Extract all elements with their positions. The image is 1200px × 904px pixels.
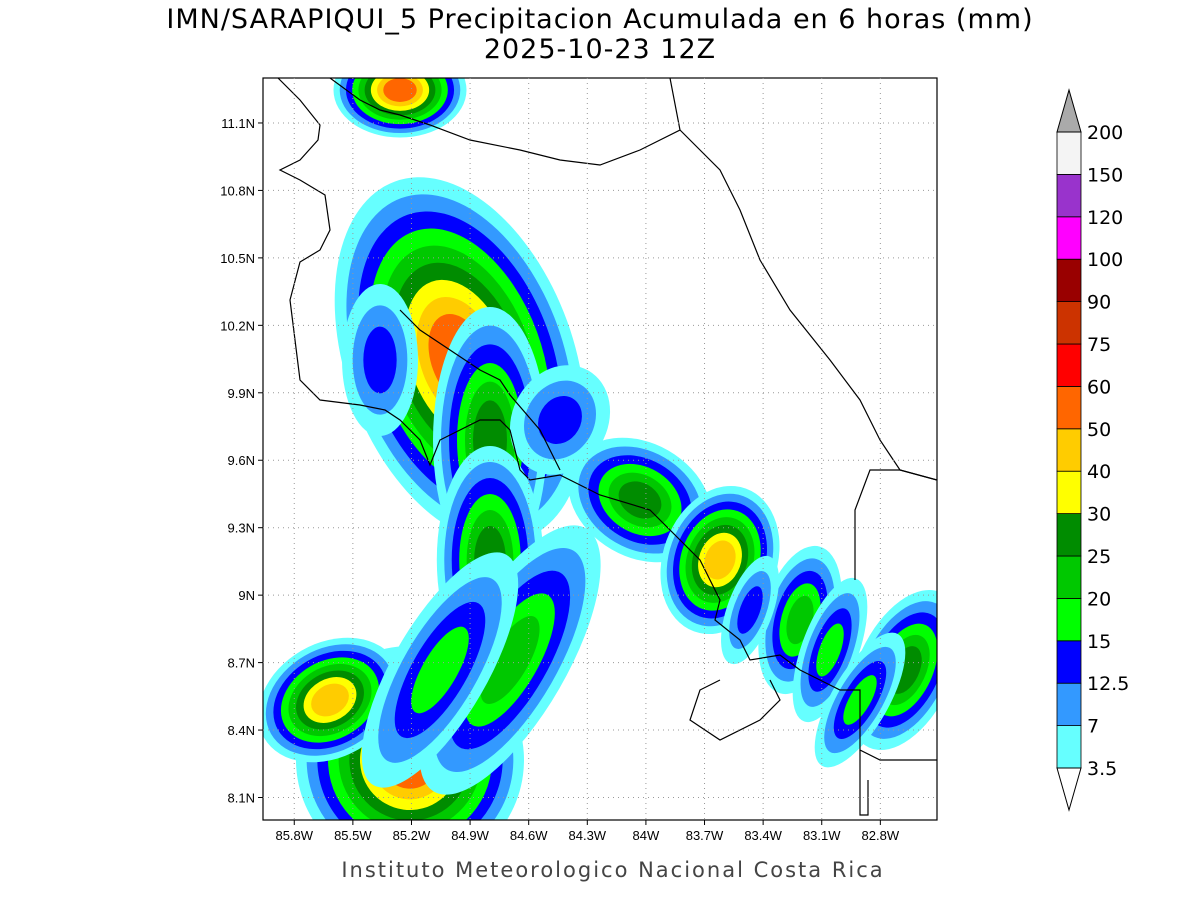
colorbar-segment [1056, 385, 1082, 430]
colorbar-label: 30 [1087, 504, 1111, 526]
colorbar-segment [1056, 513, 1082, 557]
colorbar-label: 75 [1087, 334, 1111, 356]
colorbar-segment [1056, 598, 1082, 642]
y-tick-label: 11.1N [221, 116, 255, 131]
colorbar-label: 15 [1087, 631, 1111, 653]
precip-contour [383, 78, 417, 102]
colorbar-segment [1056, 470, 1082, 515]
colorbar-segment [1056, 258, 1082, 303]
y-tick-label: 9.6N [228, 453, 255, 468]
colorbar-below [1056, 767, 1082, 812]
footer: Instituto Meteorologico Nacional Costa R… [341, 858, 884, 882]
colorbar-label: 7 [1087, 716, 1099, 738]
colorbar-segment [1056, 640, 1082, 684]
precip-contour [737, 586, 763, 634]
title: IMN/SARAPIQUI_5 Precipitacion Acumulada … [166, 4, 1033, 35]
x-tick-label: 84.9W [451, 828, 489, 843]
colorbar-label: 200 [1087, 122, 1123, 144]
colorbar-label: 3.5 [1087, 758, 1117, 780]
colorbar-label: 150 [1087, 164, 1123, 186]
precip-contour [618, 481, 662, 519]
colorbar-segment [1056, 343, 1082, 387]
precip-contour [816, 623, 844, 677]
coastlines [277, 78, 937, 816]
colorbar-label: 40 [1087, 461, 1111, 483]
colorbar-segment [1056, 428, 1082, 472]
x-tick-label: 83.7W [686, 828, 724, 843]
colorbar-label: 120 [1087, 207, 1123, 229]
y-tick-label: 9N [238, 588, 255, 603]
colorbar-segment [1056, 216, 1082, 260]
x-tick-label: 84W [633, 828, 660, 843]
y-tick-label: 10.5N [220, 251, 255, 266]
x-tick-label: 85.8W [275, 828, 313, 843]
coastline [277, 78, 937, 761]
precip-contour [363, 326, 397, 394]
x-tick-label: 84.3W [569, 828, 607, 843]
colorbar-label: 60 [1087, 376, 1111, 398]
coastline [689, 679, 781, 741]
colorbar-segment [1056, 682, 1082, 727]
colorbar-label: 50 [1087, 419, 1111, 441]
coastline [679, 129, 937, 481]
precip-contour [480, 616, 540, 704]
border [854, 469, 937, 580]
colorbar-segment [1056, 131, 1082, 175]
colorbar-above [1056, 88, 1082, 133]
y-tick-label: 10.2N [220, 318, 255, 333]
x-tick-label: 83.4W [744, 828, 782, 843]
colorbar-segment [1056, 725, 1082, 769]
y-tick-label: 9.3N [228, 521, 255, 536]
x-tick-label: 85.2W [393, 828, 431, 843]
colorbar-segment [1056, 555, 1082, 599]
map-frame [262, 77, 938, 821]
colorbar-segment [1056, 173, 1082, 218]
coastline [329, 78, 681, 166]
y-tick-label: 9.9N [228, 386, 255, 401]
precip-contour [538, 395, 582, 445]
colorbar-label: 100 [1087, 249, 1123, 271]
y-tick-label: 8.1N [228, 791, 255, 806]
precip-field [263, 78, 937, 820]
subtitle: 2025-10-23 12Z [484, 34, 716, 65]
x-tick-label: 83.1W [803, 828, 841, 843]
colorbar-segment [1056, 301, 1082, 345]
colorbar-label: 12.5 [1087, 673, 1129, 695]
y-tick-label: 10.8N [220, 183, 255, 198]
colorbar-label: 20 [1087, 588, 1111, 610]
x-tick-label: 85.5W [334, 828, 372, 843]
x-tick-label: 84.6W [510, 828, 548, 843]
precip-contour [311, 683, 349, 717]
colorbar-label: 25 [1087, 546, 1111, 568]
coastline [859, 750, 869, 816]
y-tick-label: 8.7N [228, 656, 255, 671]
precip-contour [704, 540, 736, 580]
y-tick-label: 8.4N [228, 723, 255, 738]
colorbar-label: 90 [1087, 292, 1111, 314]
precip-contour [411, 626, 469, 714]
x-tick-label: 82.8W [862, 828, 900, 843]
border [399, 309, 561, 471]
